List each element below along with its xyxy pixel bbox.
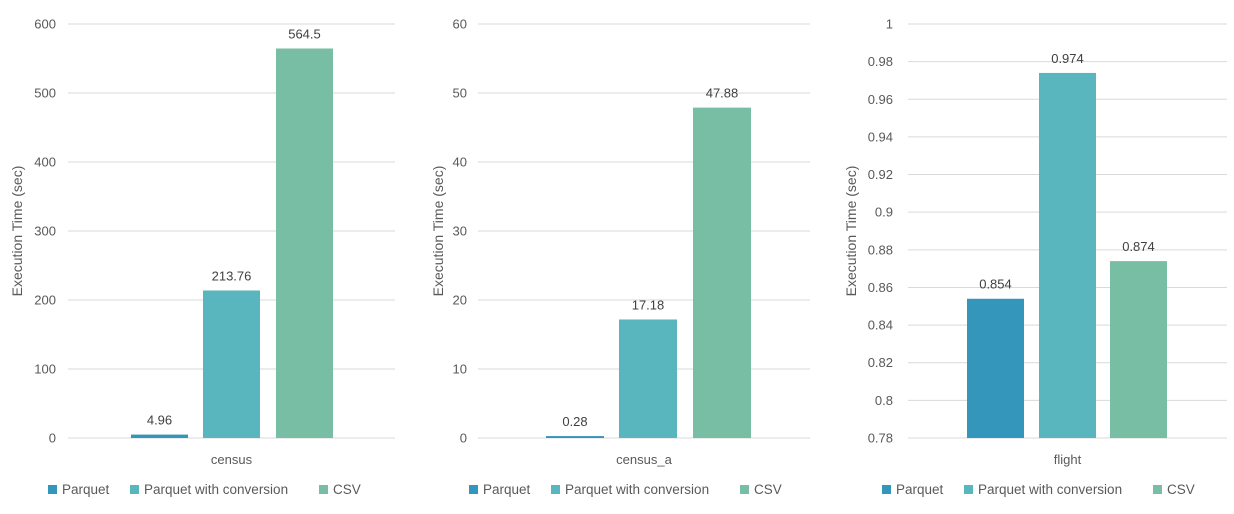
legend: Parquet Parquet with conversion CSV (48, 482, 361, 497)
legend-swatch (48, 485, 57, 494)
legend-label: CSV (754, 482, 782, 497)
data-label: 4.96 (147, 413, 172, 428)
bar-parquet (131, 434, 188, 438)
legend-swatch (319, 485, 328, 494)
chart-census_a: 0 10 20 30 40 50 60 0.28 17.18 47.88 census_a Execu… (430, 17, 810, 497)
bar-parquet (546, 436, 604, 438)
data-label: 47.88 (706, 86, 739, 101)
x-category-label: census (211, 452, 253, 467)
y-tick-label: 0.94 (868, 129, 893, 144)
chart-census: 0 100 200 300 400 500 600 4.96 213.76 564.5 census… (9, 17, 395, 497)
legend-swatch (1153, 485, 1162, 494)
y-axis-title: Execution Time (sec) (843, 166, 859, 297)
data-label: 17.18 (632, 297, 665, 312)
y-tick-label: 400 (34, 155, 56, 170)
bar-parquet-with-conversion (619, 319, 677, 438)
bar-csv (1110, 261, 1167, 438)
bar-parquet-with-conversion (1039, 72, 1096, 438)
legend-label: Parquet (62, 482, 110, 497)
y-axis-title: Execution Time (sec) (9, 166, 25, 297)
bar-parquet (967, 298, 1024, 438)
legend-label: Parquet (483, 482, 531, 497)
legend: Parquet Parquet with conversion CSV (469, 482, 782, 497)
y-tick-label: 0 (49, 431, 56, 446)
legend-swatch (740, 485, 749, 494)
y-tick-label: 300 (34, 224, 56, 239)
bar-csv (276, 48, 333, 439)
legend-label: Parquet (896, 482, 944, 497)
y-axis-title: Execution Time (sec) (430, 166, 446, 297)
y-tick-label: 0.9 (875, 205, 893, 220)
x-category-label: census_a (616, 452, 672, 467)
legend-label: CSV (333, 482, 361, 497)
bar-csv (693, 107, 751, 439)
y-tick-label: 20 (453, 293, 467, 308)
y-tick-label: 40 (453, 155, 467, 170)
y-tick-label: 0.8 (875, 393, 893, 408)
y-tick-label: 0.88 (868, 242, 893, 257)
data-label: 0.854 (979, 277, 1012, 292)
y-tick-label: 0.84 (868, 318, 893, 333)
x-category-label: flight (1054, 452, 1082, 467)
y-tick-label: 0.98 (868, 54, 893, 69)
data-label: 213.76 (212, 269, 252, 284)
legend-label: Parquet with conversion (144, 482, 288, 497)
y-tick-label: 10 (453, 362, 467, 377)
legend-swatch (882, 485, 891, 494)
data-label: 564.5 (288, 26, 321, 41)
data-label: 0.28 (562, 414, 587, 429)
data-label: 0.874 (1122, 239, 1155, 254)
y-tick-label: 600 (34, 17, 56, 32)
legend-swatch (551, 485, 560, 494)
legend-label: CSV (1167, 482, 1195, 497)
chart-flight: 0.78 0.8 0.82 0.84 0.86 0.88 0.9 0.92 0.94 0.96 0.… (843, 17, 1227, 497)
data-label: 0.974 (1051, 51, 1084, 66)
bar-parquet-with-conversion (203, 290, 260, 438)
legend-label: Parquet with conversion (565, 482, 709, 497)
y-tick-label: 30 (453, 224, 467, 239)
y-tick-label: 100 (34, 362, 56, 377)
y-tick-label: 0.86 (868, 280, 893, 295)
y-tick-label: 0.92 (868, 167, 893, 182)
y-tick-label: 0.96 (868, 92, 893, 107)
y-tick-label: 200 (34, 293, 56, 308)
y-tick-label: 0 (460, 431, 467, 446)
legend: Parquet Parquet with conversion CSV (882, 482, 1195, 497)
y-tick-label: 50 (453, 86, 467, 101)
y-tick-label: 0.82 (868, 355, 893, 370)
legend-swatch (469, 485, 478, 494)
y-tick-label: 1 (886, 17, 893, 32)
legend-swatch (964, 485, 973, 494)
legend-swatch (130, 485, 139, 494)
legend-label: Parquet with conversion (978, 482, 1122, 497)
y-tick-label: 0.78 (868, 431, 893, 446)
y-tick-label: 500 (34, 86, 56, 101)
y-tick-label: 60 (453, 17, 467, 32)
